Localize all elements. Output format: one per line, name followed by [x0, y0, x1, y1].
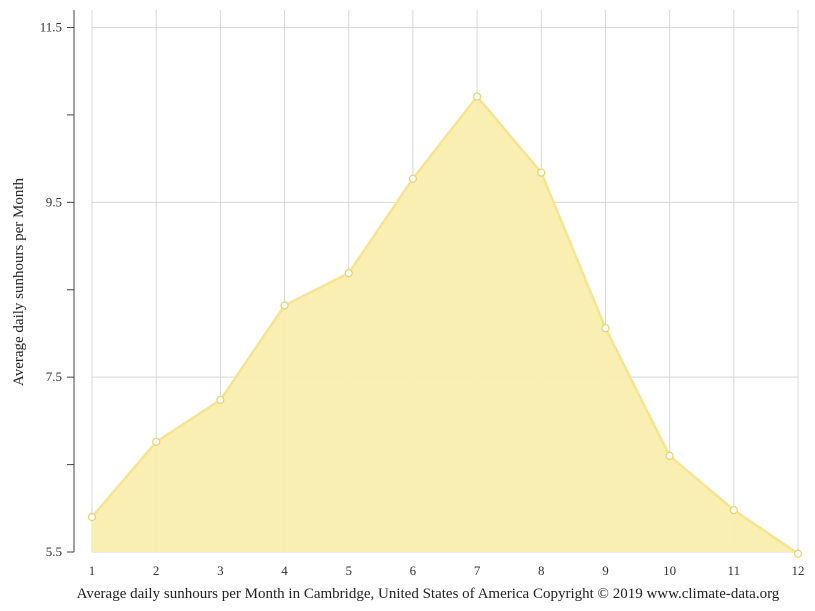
x-axis-label: Average daily sunhours per Month in Camb… — [77, 586, 780, 602]
y-tick-label-3: 9.5 — [46, 194, 62, 209]
data-point-8 — [537, 168, 546, 177]
data-point-9 — [601, 324, 610, 333]
x-tick-label-11: 11 — [728, 563, 741, 578]
markers — [87, 92, 803, 558]
x-tick-label-9: 9 — [602, 563, 609, 578]
axes — [67, 10, 75, 553]
x-tick-label-4: 4 — [281, 563, 288, 578]
x-tick-label-3: 3 — [217, 563, 224, 578]
x-tick-label-12: 12 — [792, 563, 805, 578]
x-tick-label-1: 1 — [89, 563, 96, 578]
x-tick-label-5: 5 — [345, 563, 352, 578]
data-point-10 — [665, 451, 674, 460]
data-point-7 — [472, 92, 482, 101]
data-point-6 — [408, 174, 418, 183]
y-tick-label-2: 7.5 — [46, 369, 62, 384]
data-point-11 — [729, 505, 738, 515]
data-point-2 — [152, 437, 161, 446]
tick-labels: 5.57.59.511.51 2 3 4 5 6 7 8 9 10 11 12 — [40, 19, 805, 578]
x-tick-label-7: 7 — [474, 563, 481, 578]
y-tick-label-1: 5.5 — [46, 544, 62, 559]
area-layer — [91, 95, 799, 555]
x-tick-label-6: 6 — [410, 563, 417, 578]
y-tick-label-4: 11.5 — [40, 19, 62, 34]
series-area — [92, 96, 798, 554]
x-tick-label-8: 8 — [538, 563, 545, 578]
y-axis-label: Average daily sunhours per Month — [11, 178, 27, 387]
data-point-1 — [87, 512, 97, 522]
x-tick-label-2: 2 — [153, 563, 160, 578]
series-line — [91, 95, 799, 555]
data-point-5 — [344, 269, 353, 278]
data-point-12 — [793, 549, 803, 558]
data-point-4 — [280, 301, 289, 310]
x-tick-label-10: 10 — [663, 563, 676, 578]
data-point-3 — [216, 395, 225, 404]
